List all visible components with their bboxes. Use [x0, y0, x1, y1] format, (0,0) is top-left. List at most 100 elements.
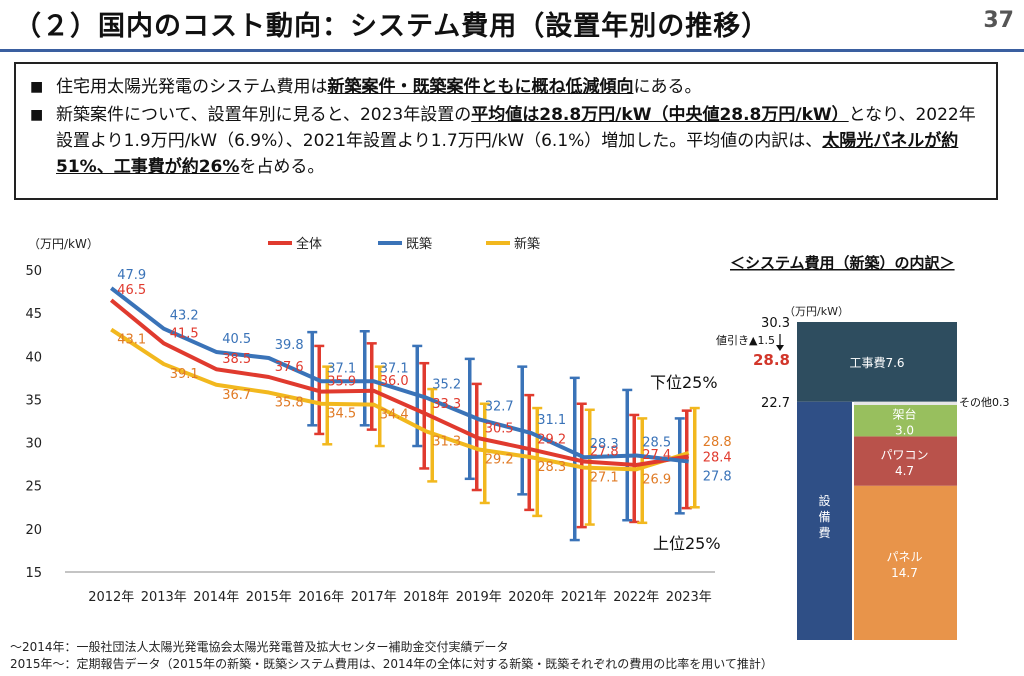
data-label: 36.7 — [222, 388, 251, 403]
data-label: 31.3 — [432, 434, 461, 449]
y-tick-label: 40 — [25, 350, 42, 365]
x-tick-label: 2015年 — [246, 590, 292, 605]
y-tick-label: 30 — [25, 437, 42, 452]
data-label: 38.5 — [222, 352, 251, 367]
construction-label: 工事費7.6 — [849, 355, 904, 370]
data-label: 43.1 — [117, 333, 146, 348]
construction-block — [797, 322, 957, 402]
equipment-label: 設 — [818, 493, 830, 508]
total-before-label: 30.3 — [761, 316, 790, 331]
x-tick-label: 2020年 — [508, 590, 554, 605]
data-label: 30.5 — [485, 421, 514, 436]
segment-label: その他0.3 — [959, 396, 1010, 409]
data-label: 34.4 — [380, 408, 409, 423]
data-label: 39.8 — [275, 338, 304, 353]
y-tick-label: 20 — [25, 523, 42, 538]
series-line-2 — [110, 286, 689, 464]
bullet-square-icon: ■ — [30, 107, 44, 123]
footnote-2: 2015年～：定期報告データ（2015年の新築・既築システム費用は、2014年の… — [10, 657, 773, 671]
segment-value: 3.0 — [895, 424, 914, 438]
segment-label: 架台 — [892, 407, 916, 422]
segment-label: パネル — [886, 550, 922, 564]
y-tick-label: 35 — [25, 393, 42, 408]
breakdown-title: ＜システム費用（新築）の内訳＞ — [730, 254, 955, 272]
legend-label-2: 既築 — [406, 237, 432, 252]
x-tick-label: 2012年 — [88, 590, 134, 605]
discount-arrow-head — [776, 345, 784, 351]
segment-block — [854, 401, 957, 405]
x-tick-label: 2023年 — [666, 590, 712, 605]
summary-bullet-1: ■ 住宅用太陽光発電のシステム費用は新築案件・既築案件ともに概ね低減傾向にある。 — [30, 74, 982, 100]
data-label: 27.8 — [590, 445, 619, 460]
segment-block — [854, 485, 957, 640]
data-label: 34.5 — [327, 407, 356, 422]
equipment-label: 費 — [818, 525, 830, 540]
data-label: 32.7 — [485, 399, 514, 414]
series-line-3 — [110, 327, 690, 472]
bullet-2-text-b: となり、2022年設置より1.9万円/kW（6.9%）、2021年設置より1.7… — [56, 105, 976, 151]
bullet-1-text-b: にある。 — [633, 77, 702, 97]
x-tick-label: 2019年 — [456, 590, 502, 605]
data-label: 37.6 — [275, 360, 304, 375]
data-label: 27.4 — [642, 448, 671, 463]
data-label: 37.1 — [327, 361, 356, 376]
total-label: 28.8 — [753, 351, 790, 369]
x-tick-label: 2014年 — [193, 590, 239, 605]
page-number: 37 — [983, 8, 1014, 33]
data-label: 43.2 — [170, 309, 199, 324]
legend-label-1: 全体 — [296, 236, 322, 252]
data-label: 26.9 — [642, 472, 671, 487]
segment-value: 4.7 — [895, 464, 914, 478]
bullet-2-emphasis-a: 平均値は28.8万円/kW（中央値28.8万円/kW） — [471, 105, 849, 125]
equipment-total-label: 22.7 — [761, 396, 790, 411]
data-label: 40.5 — [222, 332, 251, 347]
x-tick-label: 2017年 — [351, 590, 397, 605]
bullet-square-icon: ■ — [30, 79, 44, 95]
data-label: 28.4 — [703, 450, 732, 465]
data-label: 31.1 — [537, 413, 566, 428]
y-tick-label: 15 — [25, 566, 42, 581]
breakdown-unit: （万円/kW） — [784, 305, 849, 318]
data-label: 28.3 — [537, 460, 566, 475]
data-label: 27.1 — [590, 471, 619, 486]
x-tick-label: 2016年 — [298, 590, 344, 605]
x-tick-label: 2018年 — [403, 590, 449, 605]
y-tick-label: 50 — [25, 264, 42, 279]
bullet-2-emphasis-b: 太陽光パネルが約51%、工事費が約26% — [56, 131, 959, 177]
segment-value: 14.7 — [891, 566, 918, 580]
x-tick-label: 2022年 — [613, 590, 659, 605]
data-label: 41.5 — [170, 326, 199, 341]
y-axis-unit: （万円/kW） — [28, 237, 99, 251]
data-label: 35.8 — [275, 396, 304, 411]
title-underline — [0, 49, 1024, 52]
x-tick-label: 2013年 — [141, 590, 187, 605]
data-label: 35.2 — [432, 378, 461, 393]
bullet-2-text-c: を占める。 — [239, 157, 325, 177]
data-label: 35.9 — [327, 375, 356, 390]
equipment-block — [797, 401, 852, 640]
segment-label: パワコン — [880, 448, 928, 462]
annotation-lower: 上位25% — [653, 534, 721, 553]
y-tick-label: 25 — [25, 480, 42, 495]
bullet-2-text-a: 新築案件について、設置年別に見ると、2023年設置の — [56, 105, 472, 125]
data-label: 27.8 — [703, 470, 732, 485]
discount-label: 値引き▲1.5 — [716, 333, 775, 347]
y-tick-label: 45 — [25, 307, 42, 322]
data-label: 28.5 — [642, 436, 671, 451]
data-label: 29.2 — [537, 432, 566, 447]
data-label: 37.1 — [380, 361, 409, 376]
equipment-label: 備 — [818, 509, 830, 524]
data-label: 28.8 — [703, 435, 732, 450]
data-label: 47.9 — [117, 268, 146, 283]
series-line-1 — [109, 298, 690, 468]
x-tick-label: 2021年 — [561, 590, 607, 605]
segment-block — [854, 404, 957, 437]
legend-label-3: 新築 — [514, 236, 540, 252]
data-label: 29.2 — [485, 452, 514, 467]
data-label: 46.5 — [117, 283, 146, 298]
data-label: 28.3 — [590, 437, 619, 452]
bullet-1-emphasis: 新築案件・既築案件ともに概ね低減傾向 — [327, 77, 634, 97]
summary-box: ■ 住宅用太陽光発電のシステム費用は新築案件・既築案件ともに概ね低減傾向にある。… — [14, 62, 998, 200]
summary-bullet-2: ■ 新築案件について、設置年別に見ると、2023年設置の平均値は28.8万円/k… — [30, 102, 982, 180]
